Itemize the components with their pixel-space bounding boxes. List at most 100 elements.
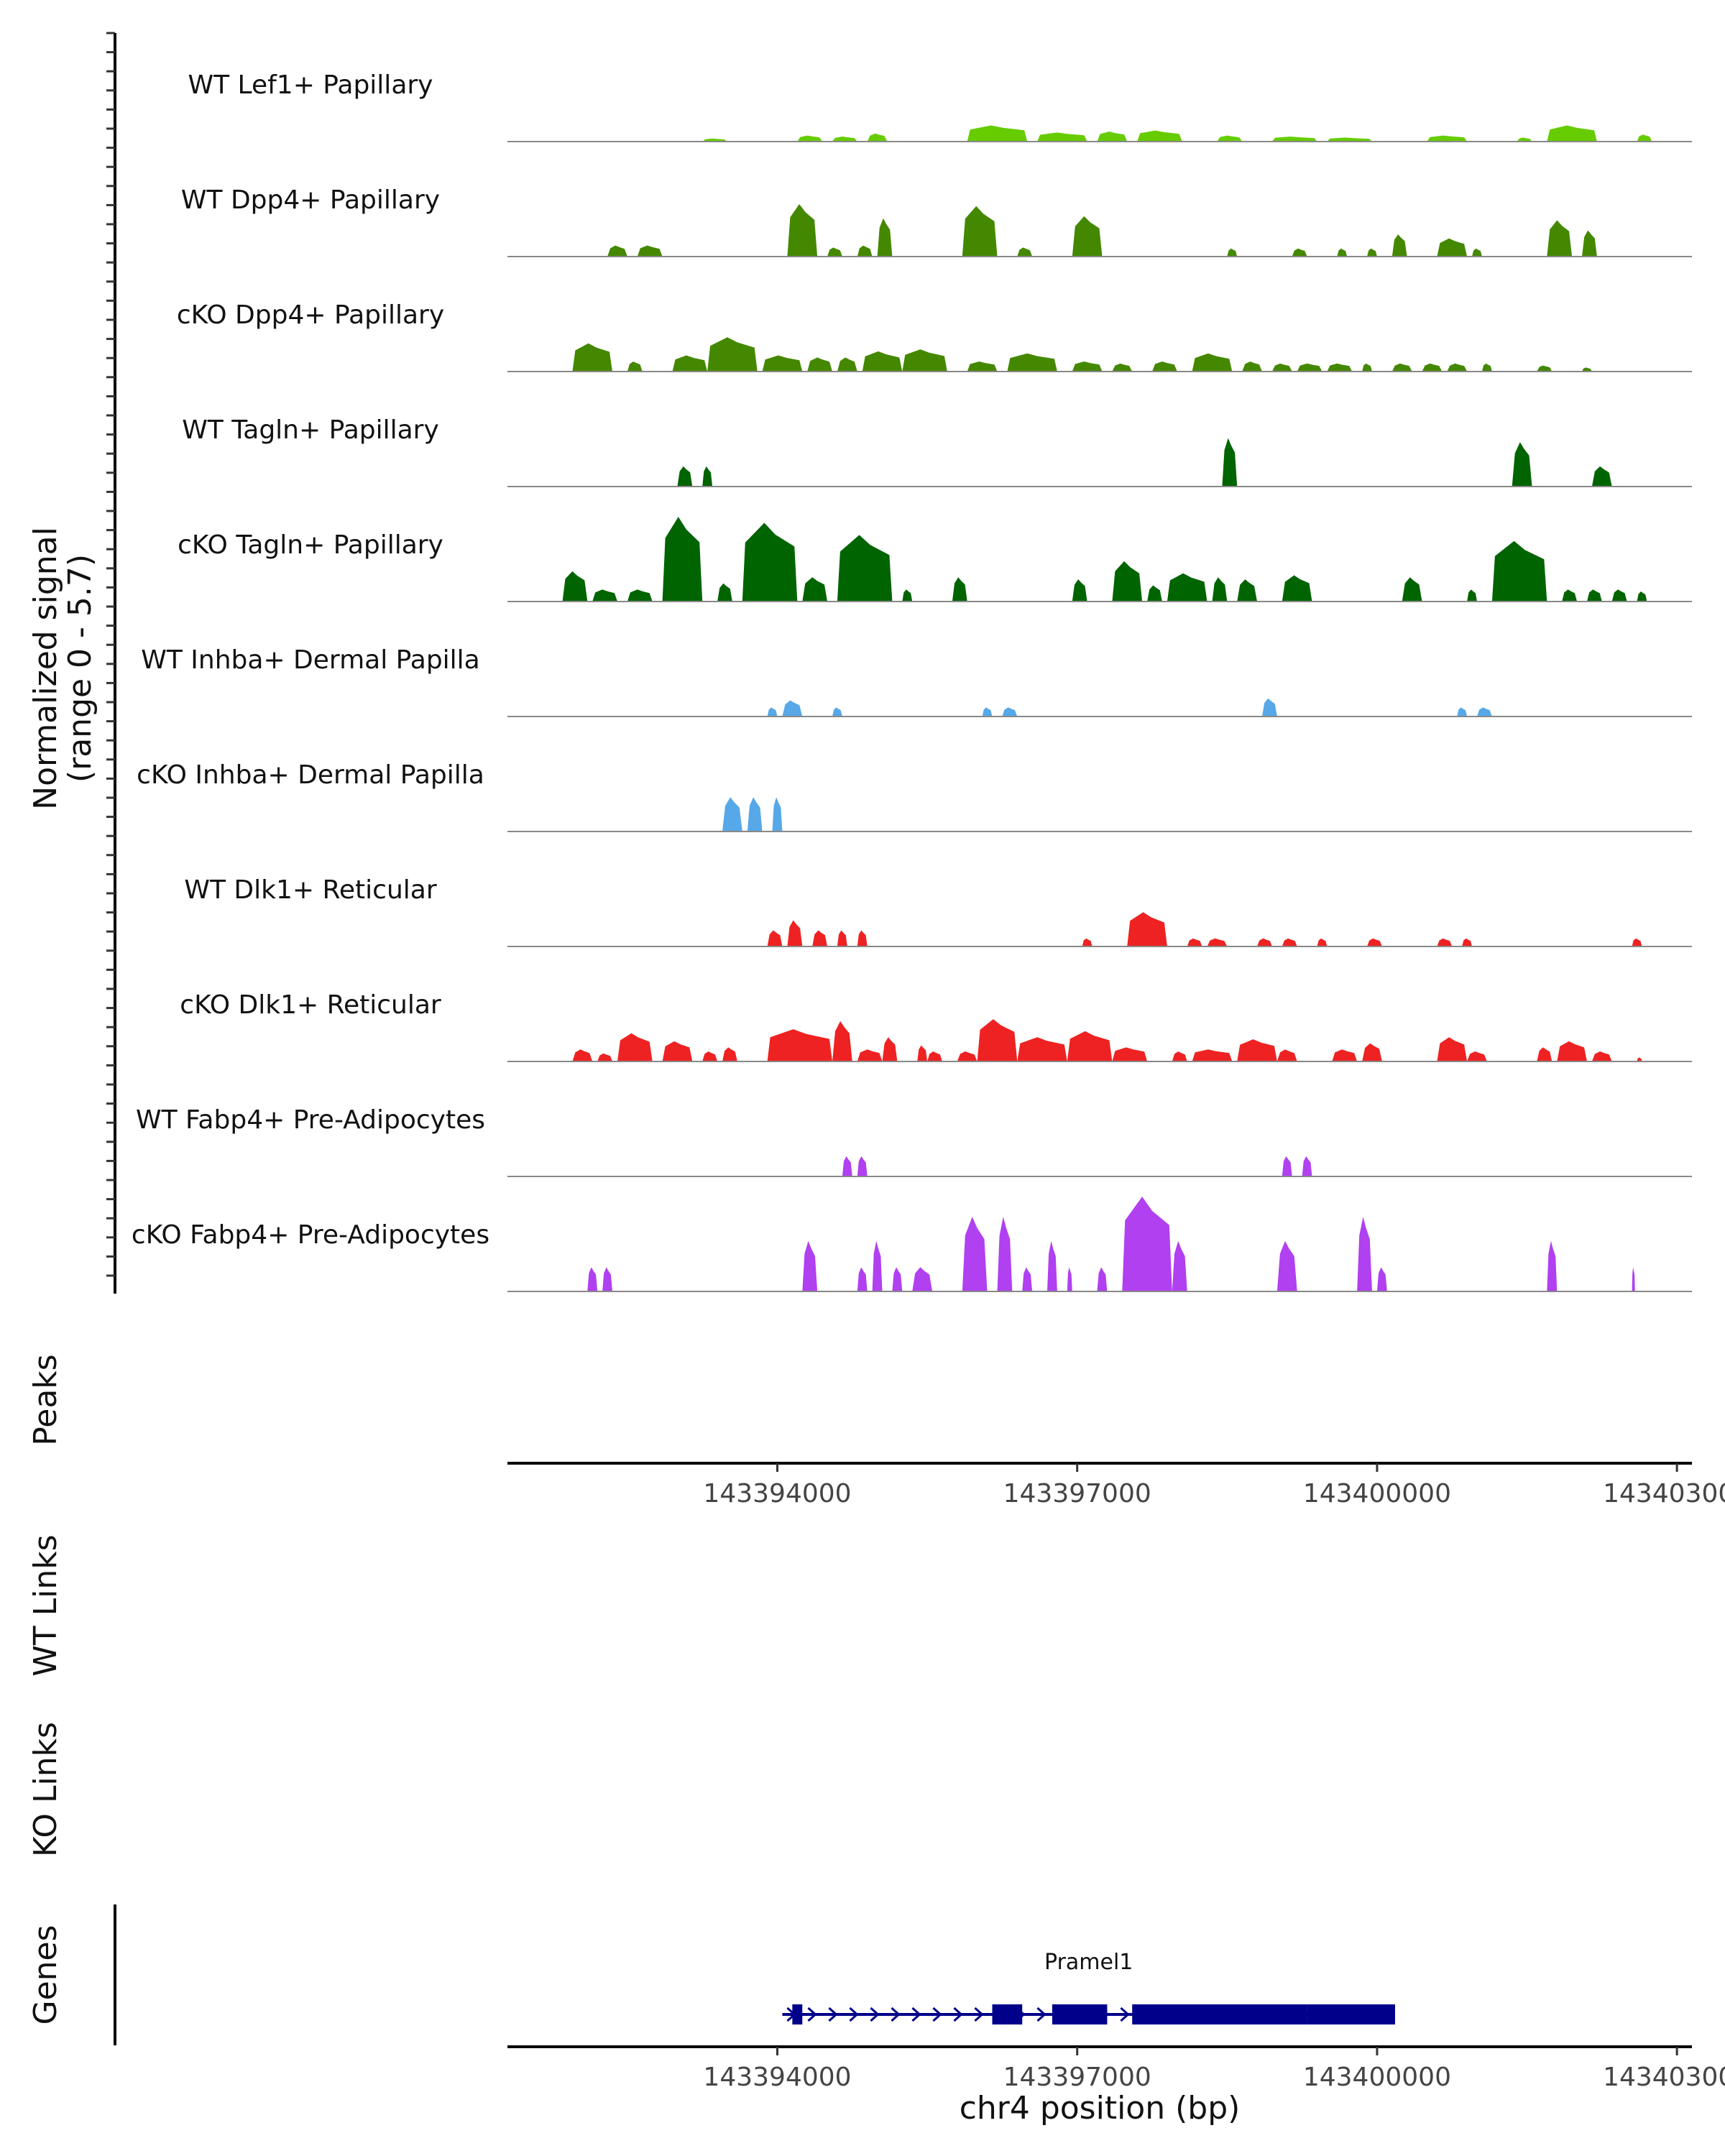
coverage-peak: [1112, 561, 1143, 602]
gene-exon: [1132, 2004, 1307, 2024]
coverage-peak: [1437, 1037, 1468, 1061]
coverage-peak: [952, 577, 967, 602]
track-label: cKO Dpp4+ Papillary: [177, 300, 444, 330]
x-axis-tick-label: 143394000: [703, 2063, 851, 2092]
coverage-peak: [842, 1156, 852, 1176]
coverage-peak: [857, 245, 873, 257]
track-label: cKO Tagln+ Papillary: [178, 530, 443, 560]
gene-exon: [1307, 2004, 1395, 2024]
coverage-peak: [892, 1267, 903, 1291]
coverage-peak: [607, 245, 627, 257]
coverage-peak: [1237, 579, 1257, 602]
strand-arrow: [1120, 2007, 1130, 2022]
coverage-peak: [1167, 573, 1208, 602]
genes-x-axis-ticks: 143394000 143397000 143400000 143403000: [703, 2047, 1725, 2092]
coverage-peak: [1271, 137, 1317, 142]
coverage-peak: [1152, 361, 1177, 372]
coverage-peak: [637, 245, 663, 257]
coverage-peak: [1457, 707, 1468, 717]
coverage-peak: [1637, 591, 1647, 602]
track-8: cKO Dlk1+ Reticular: [180, 990, 1692, 1062]
coverage-peak: [662, 517, 703, 602]
coverage-peak: [602, 1267, 612, 1291]
x-axis-tick-label: 143397000: [1003, 1479, 1151, 1508]
track-label: WT Dpp4+ Papillary: [181, 185, 440, 215]
coverage-peak: [997, 1217, 1013, 1291]
coverage-peak: [832, 137, 857, 142]
coverage-peak: [762, 355, 803, 372]
track-0: WT Lef1+ Papillary: [188, 70, 1692, 142]
coverage-peak: [1557, 1041, 1587, 1061]
coverage-peak: [1357, 1217, 1372, 1291]
coverage-peak: [927, 1051, 942, 1061]
track-9: WT Fabp4+ Pre-Adipocytes: [136, 1105, 1692, 1177]
coverage-peak: [1122, 1197, 1172, 1291]
coverage-peak: [677, 466, 693, 487]
coverage-peak: [1097, 1267, 1108, 1291]
coverage-peak: [1437, 938, 1453, 946]
coverage-peak: [1282, 938, 1297, 946]
coverage-peak: [1217, 135, 1243, 142]
coverage-peak: [957, 1051, 978, 1061]
coverage-peak: [1237, 1039, 1277, 1061]
coverage-peak: [1637, 134, 1652, 142]
coverage-peak: [772, 797, 783, 831]
coverage-peak: [832, 1021, 852, 1061]
gene-exon: [792, 2004, 803, 2024]
coverage-peak: [827, 247, 842, 257]
coverage-peak: [702, 1051, 718, 1061]
coverage-peak: [1402, 577, 1422, 602]
coverage-peak: [967, 361, 998, 372]
gene-exon: [992, 2004, 1023, 2024]
track-label: cKO Fabp4+ Pre-Adipocytes: [132, 1220, 489, 1250]
coverage-peak: [857, 1049, 883, 1061]
coverage-peak: [857, 930, 868, 946]
coverage-peak: [767, 930, 783, 946]
x-axis-tick-label: 143400000: [1303, 2063, 1451, 2092]
strand-arrow: [911, 2007, 921, 2022]
coverage-peak: [1362, 1043, 1382, 1061]
coverage-peak: [617, 1033, 653, 1061]
coverage-peak: [982, 707, 993, 717]
coverage-peak: [1022, 1267, 1033, 1291]
coverage-peak: [1422, 363, 1443, 372]
coverage-peak: [1392, 234, 1407, 257]
coverage-peak: [1112, 1047, 1148, 1061]
strand-arrow: [953, 2007, 963, 2022]
coverage-peak: [1276, 1049, 1297, 1061]
coverage-peak: [977, 1019, 1018, 1061]
coverage-peak: [787, 204, 818, 257]
coverage-peak: [857, 1267, 868, 1291]
strand-arrow: [1036, 2007, 1046, 2022]
coverage-peak: [1192, 1049, 1233, 1061]
signal-axis-label: Normalized signal: [27, 527, 64, 810]
coverage-peak: [587, 1267, 598, 1291]
coverage-peak: [1467, 589, 1477, 602]
coverage-peak: [857, 1156, 868, 1176]
strand-arrow: [870, 2007, 880, 2022]
coverage-peak: [1082, 938, 1092, 946]
coverage-peak: [1282, 1156, 1292, 1176]
coverage-peak: [807, 357, 832, 372]
coverage-peak: [1017, 1037, 1067, 1061]
coverage-peak: [1007, 353, 1057, 372]
coverage-peak: [1327, 363, 1353, 372]
track-label: WT Tagln+ Papillary: [182, 415, 439, 445]
track-label: cKO Inhba+ Dermal Papilla: [137, 760, 484, 790]
coverage-peak: [1512, 442, 1532, 487]
coverage-peak: [967, 125, 1028, 142]
coverage-peak: [1227, 248, 1238, 257]
coverage-peak: [1362, 363, 1372, 372]
coverage-peak: [1276, 1240, 1297, 1291]
x-axis-title: chr4 position (bp): [960, 2090, 1241, 2127]
coverage-peak: [1097, 132, 1128, 142]
coverage-peak: [882, 1037, 898, 1061]
coverage-peak: [1537, 1047, 1552, 1061]
coverage-peak: [1547, 220, 1573, 257]
coverage-peak: [1582, 367, 1592, 372]
coverage-peak: [1262, 698, 1277, 717]
coverage-peak: [877, 218, 893, 257]
track-4: cKO Tagln+ Papillary: [178, 517, 1692, 602]
x-axis-tick-label: 143403000: [1603, 2063, 1725, 2092]
coverage-peak: [1317, 938, 1328, 946]
